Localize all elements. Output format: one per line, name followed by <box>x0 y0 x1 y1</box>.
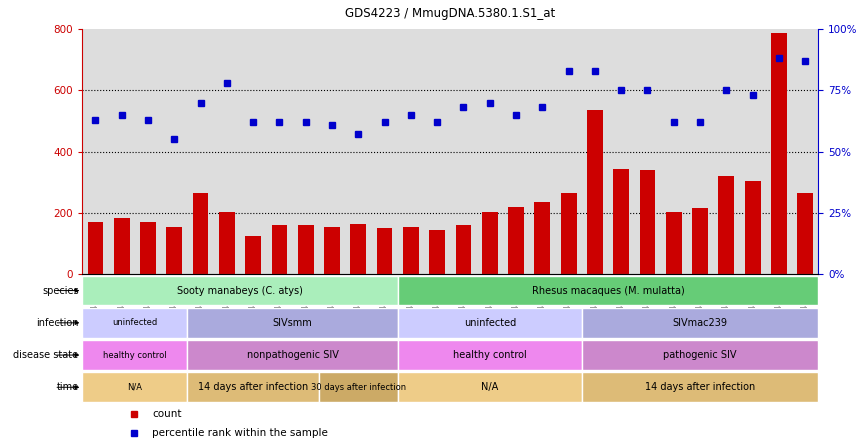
Bar <box>192 193 209 274</box>
FancyBboxPatch shape <box>82 373 187 402</box>
Text: uninfected: uninfected <box>463 318 516 328</box>
Bar <box>430 230 445 274</box>
FancyBboxPatch shape <box>82 276 397 305</box>
Text: GDS4223 / MmugDNA.5380.1.S1_at: GDS4223 / MmugDNA.5380.1.S1_at <box>346 7 555 20</box>
FancyBboxPatch shape <box>319 373 397 402</box>
Text: 14 days after infection: 14 days after infection <box>198 382 308 392</box>
Bar <box>219 211 235 274</box>
Text: N/A: N/A <box>127 383 142 392</box>
Bar <box>534 202 550 274</box>
Text: infection: infection <box>36 318 79 328</box>
Text: species: species <box>42 285 79 296</box>
Text: uninfected: uninfected <box>113 318 158 327</box>
Text: 30 days after infection: 30 days after infection <box>311 383 406 392</box>
Bar <box>351 224 366 274</box>
Text: 14 days after infection: 14 days after infection <box>645 382 755 392</box>
Bar <box>245 236 261 274</box>
Bar <box>561 193 577 274</box>
Bar <box>166 227 182 274</box>
Bar <box>771 33 787 274</box>
Text: SIVmac239: SIVmac239 <box>673 318 727 328</box>
FancyBboxPatch shape <box>397 373 582 402</box>
Text: SIVsmm: SIVsmm <box>273 318 313 328</box>
Bar <box>745 181 760 274</box>
FancyBboxPatch shape <box>582 308 818 337</box>
FancyBboxPatch shape <box>187 373 319 402</box>
FancyBboxPatch shape <box>582 373 818 402</box>
Bar <box>798 193 813 274</box>
Bar <box>666 211 682 274</box>
FancyBboxPatch shape <box>82 308 187 337</box>
FancyBboxPatch shape <box>397 340 582 370</box>
Text: healthy control: healthy control <box>103 351 166 360</box>
Text: Sooty manabeys (C. atys): Sooty manabeys (C. atys) <box>177 285 303 296</box>
Bar <box>613 169 629 274</box>
Bar <box>377 228 392 274</box>
Text: time: time <box>56 382 79 392</box>
Bar <box>403 227 419 274</box>
Text: healthy control: healthy control <box>453 350 527 360</box>
Bar <box>508 207 524 274</box>
Text: nonpathogenic SIV: nonpathogenic SIV <box>247 350 339 360</box>
Text: percentile rank within the sample: percentile rank within the sample <box>152 428 328 438</box>
Bar <box>640 170 656 274</box>
FancyBboxPatch shape <box>582 340 818 370</box>
Text: pathogenic SIV: pathogenic SIV <box>663 350 737 360</box>
Bar <box>87 222 103 274</box>
Text: disease state: disease state <box>14 350 79 360</box>
FancyBboxPatch shape <box>82 340 187 370</box>
Text: N/A: N/A <box>481 382 498 392</box>
Bar <box>456 226 471 274</box>
Bar <box>272 226 288 274</box>
Bar <box>113 218 130 274</box>
FancyBboxPatch shape <box>187 308 397 337</box>
Bar <box>324 227 339 274</box>
Bar <box>692 208 708 274</box>
FancyBboxPatch shape <box>397 308 582 337</box>
Bar <box>298 226 313 274</box>
Bar <box>140 222 156 274</box>
Bar <box>481 211 498 274</box>
Text: Rhesus macaques (M. mulatta): Rhesus macaques (M. mulatta) <box>532 285 684 296</box>
FancyBboxPatch shape <box>397 276 818 305</box>
FancyBboxPatch shape <box>187 340 397 370</box>
Bar <box>587 110 603 274</box>
Bar <box>719 176 734 274</box>
Text: count: count <box>152 409 182 419</box>
